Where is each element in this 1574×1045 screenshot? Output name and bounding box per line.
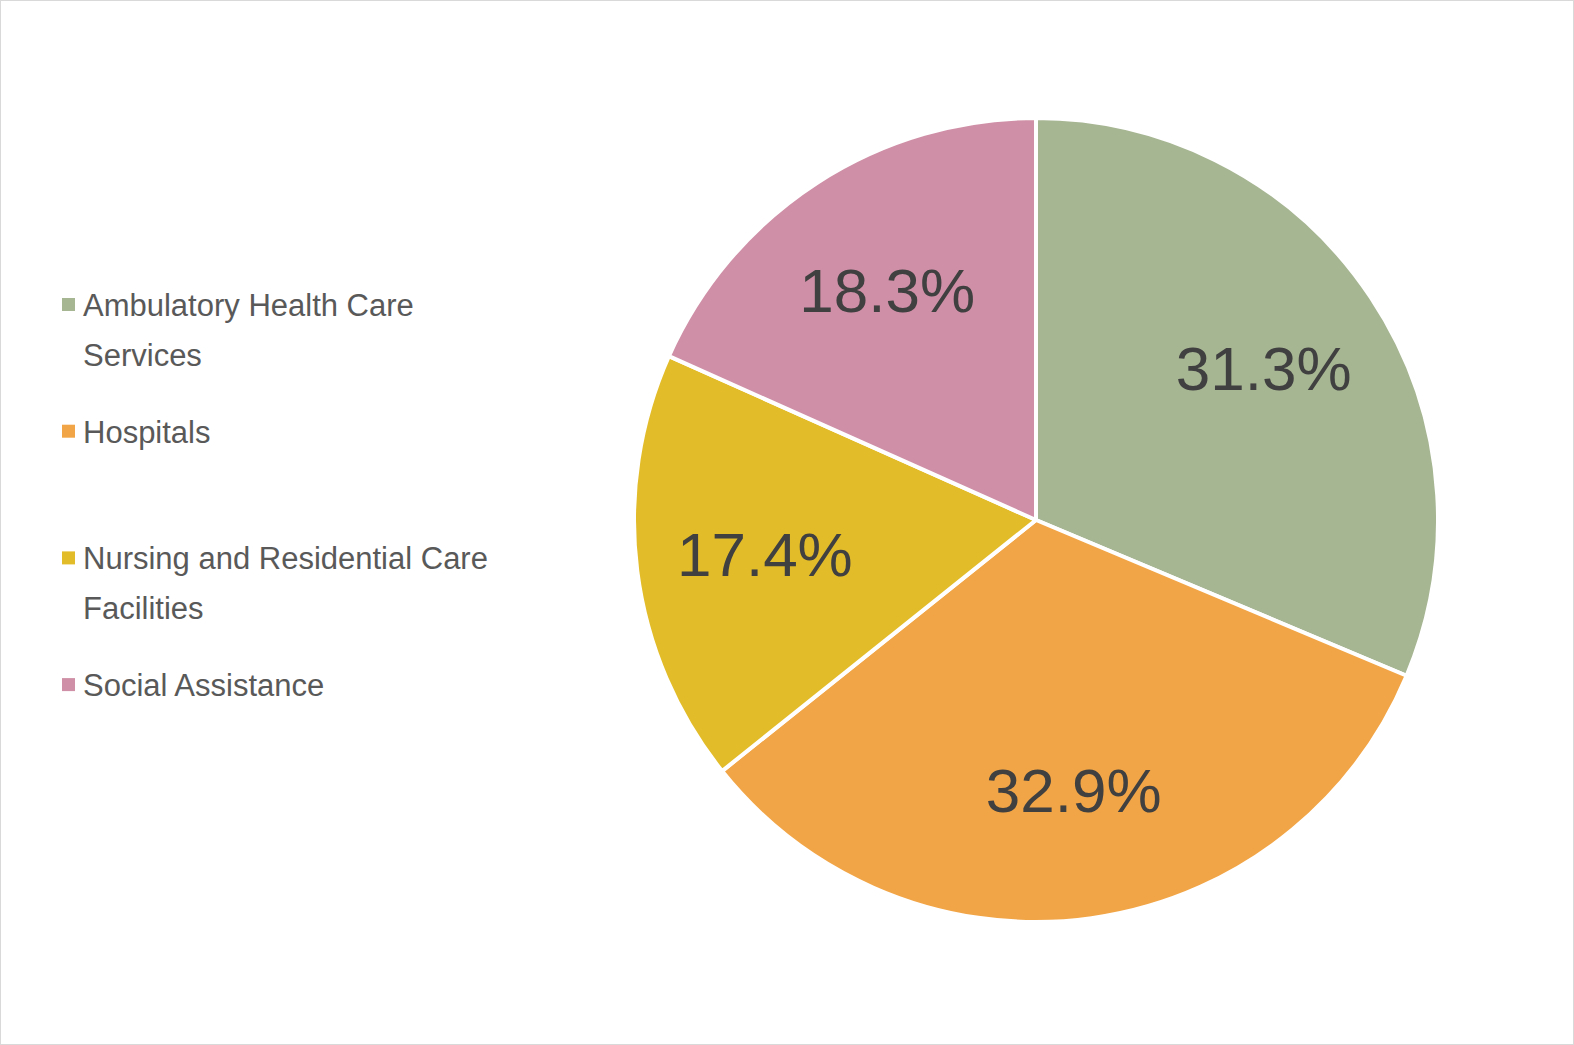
slice <box>669 118 1036 520</box>
chart: 31.3% 32.9% 17.4% 18.3% Ambulatory Health Ca… <box>0 0 1574 1045</box>
data-label: 18.3% <box>799 256 975 325</box>
legend-swatch <box>62 298 75 311</box>
legend: Ambulatory Health CareServices Hospitals N… <box>62 288 488 703</box>
legend-label: Hospitals <box>83 414 211 449</box>
legend-swatch <box>62 425 75 438</box>
frame <box>1 1 1574 1045</box>
data-label: 31.3% <box>1176 334 1352 403</box>
data-label: 32.9% <box>986 756 1162 825</box>
data-label: 17.4% <box>677 520 853 589</box>
legend-label: Ambulatory Health CareServices <box>83 288 414 373</box>
legend-label: Social Assistance <box>83 668 324 703</box>
legend-label: Nursing and Residential CareFacilities <box>83 541 488 626</box>
legend-swatch <box>62 678 75 691</box>
pie: 31.3% 32.9% 17.4% 18.3% <box>634 118 1438 922</box>
legend-swatch <box>62 551 75 564</box>
